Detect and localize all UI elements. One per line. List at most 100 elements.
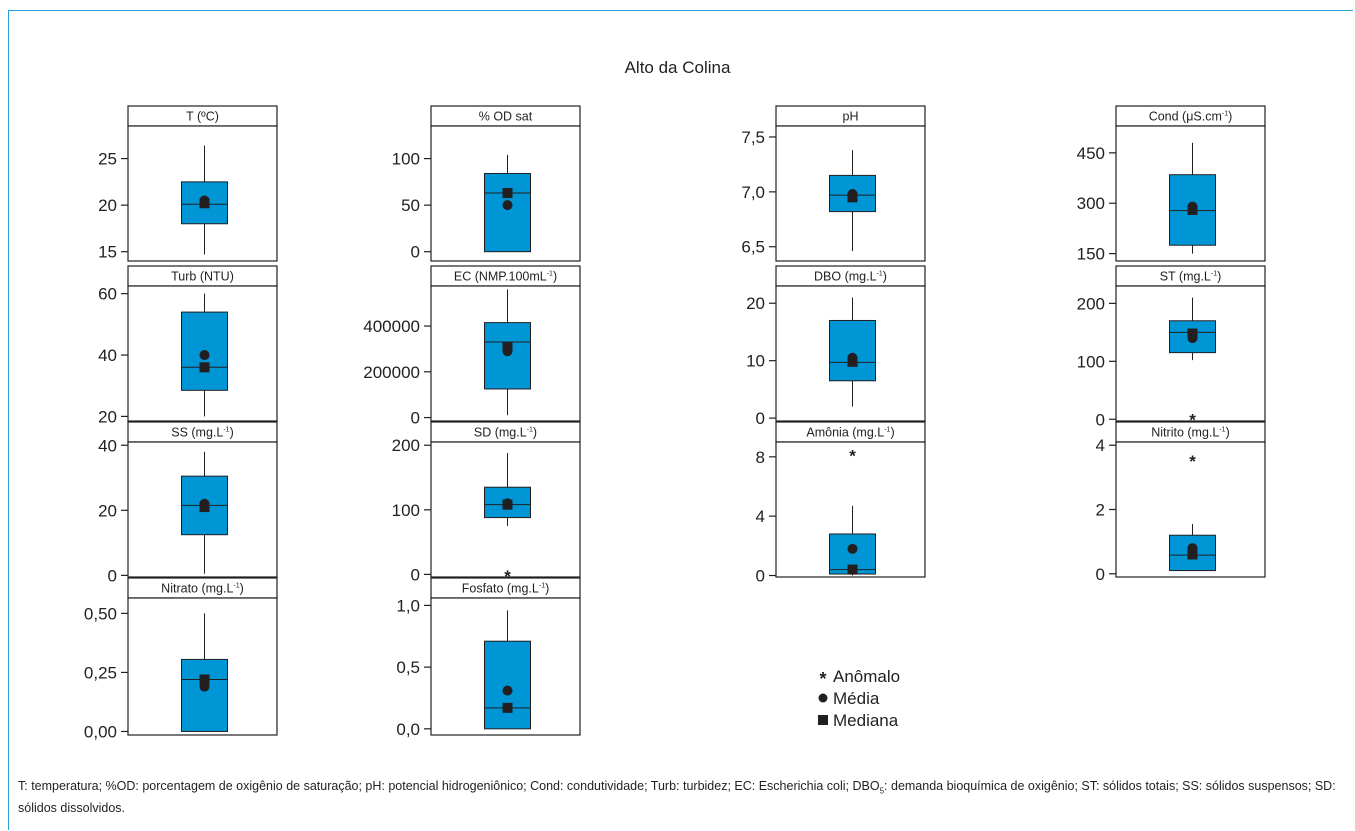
panel-title-close: ) (240, 582, 244, 596)
outlier-marker: * (1189, 410, 1196, 429)
iqr-box (484, 486, 531, 519)
footnote-part1: T: temperatura; %OD: porcentagem de oxig… (18, 779, 880, 793)
y-tick-label: 4 (756, 507, 765, 526)
panel-title-close: ) (883, 270, 887, 284)
y-tick-label: 15 (98, 243, 117, 262)
y-tick-label: 400000 (363, 317, 420, 336)
panel-title-exponent: -1 (223, 427, 229, 434)
outlier-marker: * (849, 446, 856, 465)
panel-title: ST (mg.L-1) (1160, 270, 1222, 284)
mean-marker (502, 498, 513, 509)
y-tick-label: 0,0 (396, 720, 420, 739)
panel-title-exponent: -1 (233, 583, 239, 590)
median-marker (1187, 549, 1198, 560)
mean-marker (502, 200, 513, 211)
panel-title-exponent: -1 (1222, 111, 1228, 118)
mean-marker (1187, 543, 1198, 554)
y-tick-label: 0 (411, 409, 420, 428)
panel-8: SS (mg.L-1) 0 20 40 (98, 421, 278, 585)
panel-12: Nitrato (mg.L-1) 0,00 0,25 0,50 (84, 577, 278, 741)
panel-7: ST (mg.L-1) 0 100 200 * (1077, 265, 1266, 429)
panel-6: DBO (mg.L-1) 0 10 20 (746, 265, 926, 428)
median-marker (502, 188, 513, 199)
mean-marker (847, 543, 858, 554)
y-tick-label: 200 (392, 436, 420, 455)
y-tick-label: 10 (746, 352, 765, 371)
y-tick-label: 0 (1096, 410, 1105, 429)
panel-title-main: ST (mg.L (1160, 270, 1211, 284)
footnote-part2: : demanda bioquímica de oxigênio; ST: só… (18, 779, 1336, 815)
iqr-box (484, 640, 531, 730)
panel-title-exponent: -1 (1219, 427, 1225, 434)
panel-title-close: ) (533, 426, 537, 440)
panel-title: Amônia (mg.L-1) (806, 426, 894, 440)
panel-title: Nitrito (mg.L-1) (1151, 426, 1229, 440)
panel-title-exponent: -1 (877, 271, 883, 278)
y-tick-label: 7,0 (741, 183, 765, 202)
panel-0: T (ºC) 15 20 25 (98, 105, 278, 262)
y-tick-label: 0,5 (396, 658, 420, 677)
panel-title-exponent: -1 (884, 427, 890, 434)
panel-title: pH (843, 110, 859, 124)
panel-title-main: Amônia (mg.L (806, 426, 884, 440)
y-tick-label: 4 (1096, 436, 1105, 455)
y-tick-label: 100 (1077, 352, 1105, 371)
y-tick-label: 0,50 (84, 604, 117, 623)
panel-title-exponent: -1 (539, 583, 545, 590)
panel-title-main: EC (NMP.100mL (454, 270, 547, 284)
y-tick-label: 1,0 (396, 596, 420, 615)
panel-title-close: ) (1217, 270, 1221, 284)
y-tick-label: 0,25 (84, 663, 117, 682)
panel-10: Amônia (mg.L-1) 0 4 8 * (756, 421, 926, 586)
y-tick-label: 0 (756, 409, 765, 428)
iqr-box (181, 658, 228, 732)
iqr-box (829, 319, 876, 382)
mean-marker (199, 195, 210, 206)
outlier-marker: * (504, 567, 511, 586)
panel-title: T (ºC) (186, 110, 219, 124)
mean-marker (1187, 333, 1198, 344)
panel-1: % OD sat 0 50 100 (392, 105, 581, 262)
footnote: T: temperatura; %OD: porcentagem de oxig… (18, 778, 1348, 817)
median-marker (199, 674, 210, 685)
y-tick-label: 25 (98, 150, 117, 169)
panel-title-close: ) (1228, 110, 1232, 124)
y-tick-label: 20 (746, 294, 765, 313)
panel-title-main: SS (mg.L (171, 426, 223, 440)
panel-title-exponent: -1 (527, 427, 533, 434)
y-tick-label: 40 (98, 436, 117, 455)
panel-title-close: ) (230, 426, 234, 440)
median-marker (847, 564, 858, 575)
median-marker (502, 702, 513, 713)
figure-title: Alto da Colina (624, 58, 731, 77)
y-tick-label: 6,5 (741, 238, 765, 257)
y-tick-label: 300 (1077, 194, 1105, 213)
panel-title-close: ) (545, 582, 549, 596)
panel-3: Cond (μS.cm-1) 150 300 450 (1077, 105, 1266, 264)
mean-marker (199, 498, 210, 509)
panel-title: Nitrato (mg.L-1) (161, 582, 244, 596)
outlier-marker: * (1189, 452, 1196, 471)
y-tick-label: 8 (756, 448, 765, 467)
panel-4: Turb (NTU) 20 40 60 (98, 265, 278, 426)
panel-title-main: Nitrito (mg.L (1151, 426, 1219, 440)
panel-frame (1115, 285, 1266, 422)
y-tick-label: 100 (392, 150, 420, 169)
footnote-subscript: 5 (879, 786, 885, 796)
figure-frame (8, 10, 1353, 830)
y-tick-label: 20 (98, 196, 117, 215)
iqr-box (484, 172, 531, 253)
panel-5: EC (NMP.100mL-1) 0 200000 400000 (363, 265, 581, 428)
panel-title-main: DBO (mg.L (814, 270, 877, 284)
panel-2: pH 6,5 7,0 7,5 (741, 105, 926, 262)
y-tick-label: 7,5 (741, 128, 765, 147)
y-tick-label: 200000 (363, 363, 420, 382)
median-marker (199, 362, 210, 373)
y-tick-label: 0 (756, 567, 765, 586)
panel-title-close: ) (1226, 426, 1230, 440)
mean-marker (199, 350, 210, 361)
panel-11: Nitrito (mg.L-1) 0 2 4 * (1096, 421, 1266, 584)
mean-marker (1187, 201, 1198, 212)
panel-title-main: Turb (NTU) (171, 270, 234, 284)
y-tick-label: 0 (411, 565, 420, 584)
